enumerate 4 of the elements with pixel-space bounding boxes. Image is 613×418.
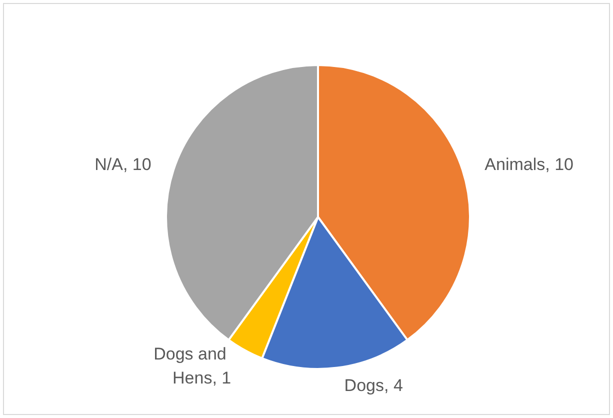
slice-label: Dogs, 4 xyxy=(344,376,403,396)
slice-label: Animals, 10 xyxy=(484,154,574,174)
slice-label: N/A, 10 xyxy=(94,154,152,174)
slice-label: Dogs and Hens, 1 xyxy=(154,344,232,388)
